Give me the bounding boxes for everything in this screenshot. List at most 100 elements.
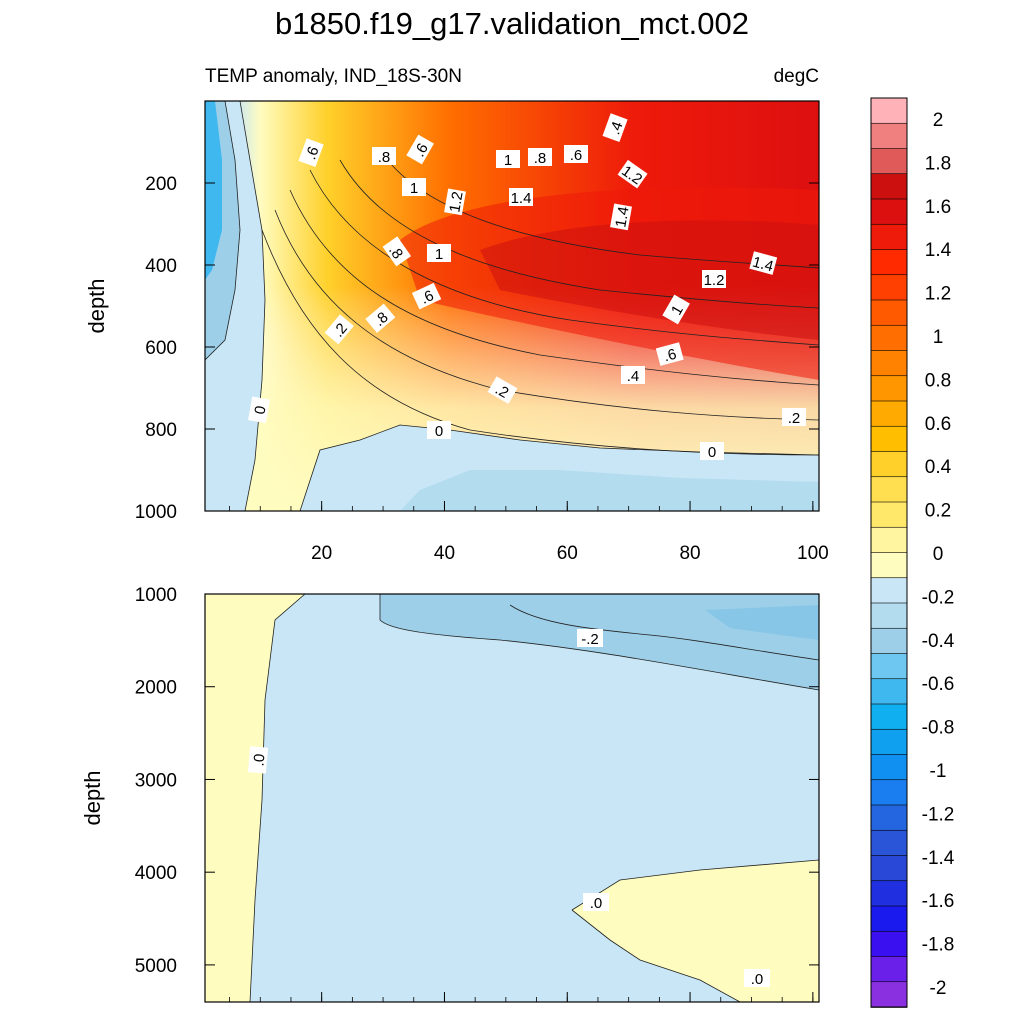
upper-contour-label: .2: [782, 408, 806, 427]
colorbar-swatch: [870, 829, 908, 857]
upper-contour-label: .6: [298, 138, 324, 168]
lower-contour-labels: -.2 .0 .0 .0: [247, 629, 770, 988]
upper-contour-label: .6: [564, 145, 588, 164]
colorbar-swatch: [870, 249, 908, 276]
upper-contour-label: .8: [528, 148, 552, 167]
svg-text:1: 1: [435, 246, 443, 263]
colorbar-swatch: [870, 552, 908, 579]
colorbar-swatch: [870, 804, 908, 832]
colorbar-label: 1.4: [925, 240, 952, 261]
colorbar-label: 1.6: [925, 197, 951, 218]
colorbar-label: 2: [933, 110, 944, 131]
upper-contour-label: 1: [402, 178, 426, 197]
svg-text:.0: .0: [590, 895, 603, 912]
colorbar-swatch: [870, 425, 908, 453]
upper-contour-label: 0: [248, 396, 270, 424]
colorbar-swatch: [870, 653, 908, 680]
colorbar-swatch: [870, 350, 908, 377]
colorbar-swatch: [870, 577, 908, 604]
lower-contour-label: .0: [583, 893, 609, 912]
colorbar-label: 1.8: [925, 153, 951, 174]
svg-text:.8: .8: [534, 150, 547, 167]
svg-text:0: 0: [708, 444, 716, 461]
colorbar-label: 0.8: [925, 370, 951, 391]
upper-x-tick-label: 40: [434, 543, 455, 564]
upper-contour-label: 1.2: [444, 188, 467, 216]
upper-contour-label: .6: [411, 282, 442, 310]
svg-text:1: 1: [410, 180, 418, 197]
upper-contour-label: 1.4: [610, 203, 633, 231]
colorbar-swatch: [870, 703, 908, 731]
svg-text:1: 1: [504, 152, 512, 169]
colorbar-swatch: [870, 375, 908, 402]
upper-contour-label: .4: [602, 113, 628, 143]
lower-contour-label: -.2: [577, 629, 603, 648]
colorbar-swatch: [870, 501, 908, 529]
upper-contour-label: .6: [655, 342, 684, 366]
lower-y-tick-label: 4000: [135, 863, 177, 884]
colorbar-swatch: [870, 274, 908, 301]
upper-y-tick-label: 400: [145, 256, 177, 277]
colorbar-swatch: [870, 122, 908, 150]
colorbar-swatch: [870, 324, 908, 352]
lower-y-axis-label: depth: [80, 770, 105, 825]
colorbar-swatch: [870, 627, 908, 655]
colorbar-label: -0.2: [922, 587, 955, 608]
colorbar-label: -1.2: [922, 804, 955, 825]
colorbar-swatch: [870, 754, 908, 781]
svg-text:.4: .4: [627, 368, 640, 385]
upper-contour-label: 1: [427, 244, 451, 263]
upper-contour-label: .2: [324, 314, 354, 345]
colorbar-swatch: [870, 779, 908, 806]
colorbar-label: -1: [930, 761, 947, 782]
svg-text:1.4: 1.4: [511, 190, 532, 207]
upper-y-axis-label: depth: [84, 278, 109, 333]
colorbar-label: 0.2: [925, 501, 951, 522]
upper-contour-label: 1: [496, 150, 520, 169]
upper-contour-label: .8: [372, 147, 396, 166]
chart-title: b1850.f19_g17.validation_mct.002: [275, 6, 749, 41]
svg-text:.0: .0: [751, 971, 764, 988]
colorbar-swatch: [870, 451, 908, 478]
svg-text:.0: .0: [250, 753, 268, 767]
colorbar: 2 1.8 1.6 1.4 1.2 1 0.8 0.6 0.4 0.2 0 -0.2 -0.4 -0.6 -…: [870, 97, 955, 1008]
colorbar-label: -1.4: [922, 848, 955, 869]
colorbar-label: 0: [933, 544, 944, 565]
colorbar-swatch: [870, 905, 908, 933]
upper-contour-label: .8: [382, 236, 412, 267]
lower-y-tick-label: 1000: [135, 585, 177, 606]
upper-contour-label: .8: [365, 303, 396, 333]
upper-contour-label: 1: [662, 294, 690, 325]
upper-x-tick-label: 80: [679, 543, 700, 564]
colorbar-swatch: [870, 173, 908, 200]
colorbar-swatch: [870, 476, 908, 503]
upper-contour-label: .2: [487, 376, 518, 404]
svg-text:1.4: 1.4: [612, 205, 632, 228]
colorbar-label: 0.6: [925, 414, 951, 435]
colorbar-label: -2: [930, 978, 947, 999]
colorbar-swatch: [870, 602, 908, 630]
upper-y-tick-label: 200: [145, 174, 177, 195]
upper-plot-frame: [204, 100, 820, 512]
upper-y-tick-label: 800: [145, 420, 177, 441]
upper-panel-fill: [205, 101, 819, 511]
colorbar-swatch: [870, 526, 908, 554]
svg-text:.8: .8: [378, 149, 391, 166]
lower-contour-label: .0: [744, 969, 770, 988]
colorbar-swatch: [870, 97, 908, 125]
colorbar-swatch: [870, 299, 908, 327]
chart-subtitle-units: degC: [774, 66, 819, 87]
upper-x-ticks: 20 40 60 80 100: [229, 501, 829, 564]
upper-contour-label: 1.4: [509, 188, 533, 207]
colorbar-label: -0.8: [922, 718, 955, 739]
upper-y-tick-label: 1000: [135, 502, 177, 523]
colorbar-swatch: [870, 728, 908, 756]
upper-contour-label: .4: [621, 366, 645, 385]
lower-contour-label: .0: [247, 746, 269, 774]
colorbar-swatch: [870, 956, 908, 983]
colorbar-frame: [870, 97, 908, 1008]
svg-text:0: 0: [251, 405, 269, 416]
colorbar-swatch: [870, 223, 908, 251]
colorbar-label: -0.6: [922, 674, 955, 695]
